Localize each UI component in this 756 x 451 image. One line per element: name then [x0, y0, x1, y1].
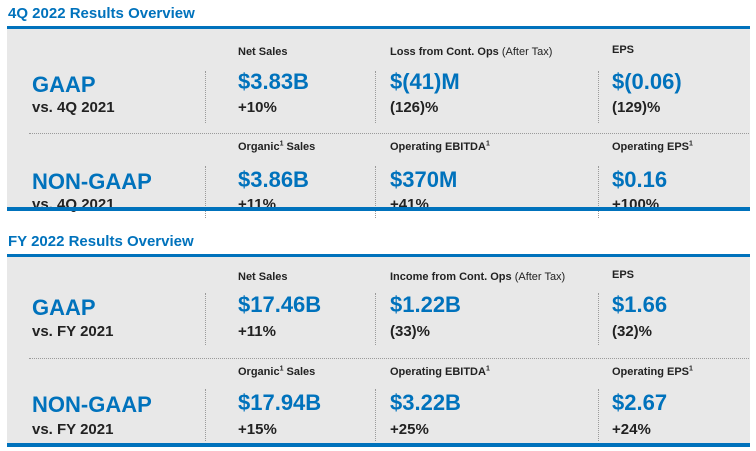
- year-eps-change: (32)%: [612, 323, 653, 340]
- year-organic-sales-value: $17.94B: [238, 390, 322, 415]
- year-results-panel: Net Sales Income from Cont. Ops (After T…: [7, 254, 750, 447]
- quarter-loss-header-label: Loss from Cont. Ops: [390, 46, 499, 58]
- quarter-ebitda-value: $370M: [390, 167, 458, 192]
- year-non-gaap-divider-3: [598, 389, 599, 441]
- year-ebitda-label: Operating EBITDA: [390, 366, 486, 378]
- year-net-sales-header: Net Sales: [238, 271, 288, 283]
- year-op-eps-value: $2.67: [612, 390, 668, 415]
- year-organic-sales-header: Organic1 Sales: [238, 365, 316, 378]
- quarter-non-gaap-divider-3: [598, 166, 599, 218]
- quarter-non-gaap-label: NON-GAAP: [32, 169, 152, 194]
- year-income-header: Income from Cont. Ops (After Tax): [390, 271, 565, 283]
- quarter-ebitda-header: Operating EBITDA1: [390, 140, 490, 153]
- quarter-op-eps-value: $0.16: [612, 167, 668, 192]
- year-eps-header: EPS: [612, 269, 635, 281]
- year-ebitda-value: $3.22B: [390, 390, 461, 415]
- quarter-gaap-comparison: vs. 4Q 2021: [32, 99, 115, 116]
- quarter-eps-header: EPS: [612, 44, 635, 56]
- quarter-op-eps-footnote: 1: [689, 140, 693, 148]
- year-non-gaap-divider-1: [205, 389, 206, 441]
- quarter-organic-sales-value: $3.86B: [238, 167, 309, 192]
- year-gaap-label: GAAP: [32, 295, 96, 320]
- year-ebitda-header: Operating EBITDA1: [390, 365, 490, 378]
- quarter-gaap-divider-3: [598, 71, 599, 123]
- quarter-ebitda-footnote: 1: [485, 140, 490, 148]
- year-gaap-divider-1: [205, 293, 206, 345]
- quarter-gaap-divider-1: [205, 71, 206, 123]
- year-op-eps-footnote: 1: [689, 365, 693, 373]
- quarter-net-sales-header: Net Sales: [238, 46, 288, 58]
- year-organic-label: Organic: [238, 366, 280, 378]
- year-non-gaap-comparison: vs. FY 2021: [32, 421, 114, 438]
- year-income-change: (33)%: [390, 323, 431, 340]
- quarter-eps-value: $(0.06): [612, 69, 682, 94]
- year-net-sales-change: +11%: [238, 323, 276, 340]
- quarter-non-gaap-divider-2: [375, 166, 376, 218]
- quarter-gaap-label: GAAP: [32, 72, 96, 97]
- year-net-sales-value: $17.46B: [238, 292, 322, 317]
- quarter-ebitda-change: +41%: [390, 196, 429, 213]
- year-income-value: $1.22B: [390, 292, 461, 317]
- year-op-eps-label: Operating EPS: [612, 366, 690, 378]
- year-gaap-comparison: vs. FY 2021: [32, 323, 114, 340]
- year-op-eps-header: Operating EPS1: [612, 365, 693, 378]
- quarter-organic-sales-change: +11%: [238, 196, 276, 213]
- quarter-organic-suffix: Sales: [283, 141, 316, 153]
- quarter-net-sales-value: $3.83B: [238, 69, 309, 94]
- quarter-organic-label: Organic: [238, 141, 280, 153]
- quarter-section-title: 4Q 2022 Results Overview: [8, 5, 195, 22]
- year-ebitda-change: +25%: [390, 421, 429, 438]
- quarter-ebitda-label: Operating EBITDA: [390, 141, 486, 153]
- quarter-organic-sales-header: Organic1 Sales: [238, 140, 316, 153]
- quarter-gaap-divider-2: [375, 71, 376, 123]
- year-op-eps-change: +24%: [612, 421, 651, 438]
- year-organic-suffix: Sales: [283, 366, 316, 378]
- year-non-gaap-divider-2: [375, 389, 376, 441]
- quarter-net-sales-change: +10%: [238, 99, 277, 116]
- year-income-header-note: (After Tax): [514, 271, 566, 283]
- quarter-op-eps-change: +100%: [612, 196, 660, 213]
- year-organic-sales-change: +15%: [238, 421, 277, 438]
- quarter-loss-change: (126)%: [390, 99, 439, 116]
- quarter-bottom-rule: [7, 207, 750, 211]
- year-eps-value: $1.66: [612, 292, 668, 317]
- year-section-title: FY 2022 Results Overview: [8, 233, 194, 250]
- quarter-loss-header-note: (After Tax): [501, 46, 553, 58]
- quarter-loss-header: Loss from Cont. Ops (After Tax): [390, 46, 552, 58]
- quarter-results-panel: Net Sales Loss from Cont. Ops (After Tax…: [7, 26, 750, 218]
- quarter-op-eps-label: Operating EPS: [612, 141, 690, 153]
- quarter-loss-value: $(41)M: [390, 69, 460, 94]
- year-non-gaap-label: NON-GAAP: [32, 392, 152, 417]
- year-row-divider: [29, 358, 749, 359]
- quarter-non-gaap-divider-1: [205, 166, 206, 218]
- quarter-row-divider: [29, 133, 749, 134]
- year-gaap-divider-3: [598, 293, 599, 345]
- quarter-organic-footnote: 1: [279, 140, 284, 148]
- quarter-op-eps-header: Operating EPS1: [612, 140, 693, 153]
- year-ebitda-footnote: 1: [485, 365, 490, 373]
- year-gaap-divider-2: [375, 293, 376, 345]
- quarter-non-gaap-comparison: vs. 4Q 2021: [32, 196, 115, 213]
- year-organic-footnote: 1: [279, 365, 284, 373]
- quarter-eps-change: (129)%: [612, 99, 661, 116]
- year-bottom-rule: [7, 443, 750, 447]
- year-income-header-label: Income from Cont. Ops: [390, 271, 512, 283]
